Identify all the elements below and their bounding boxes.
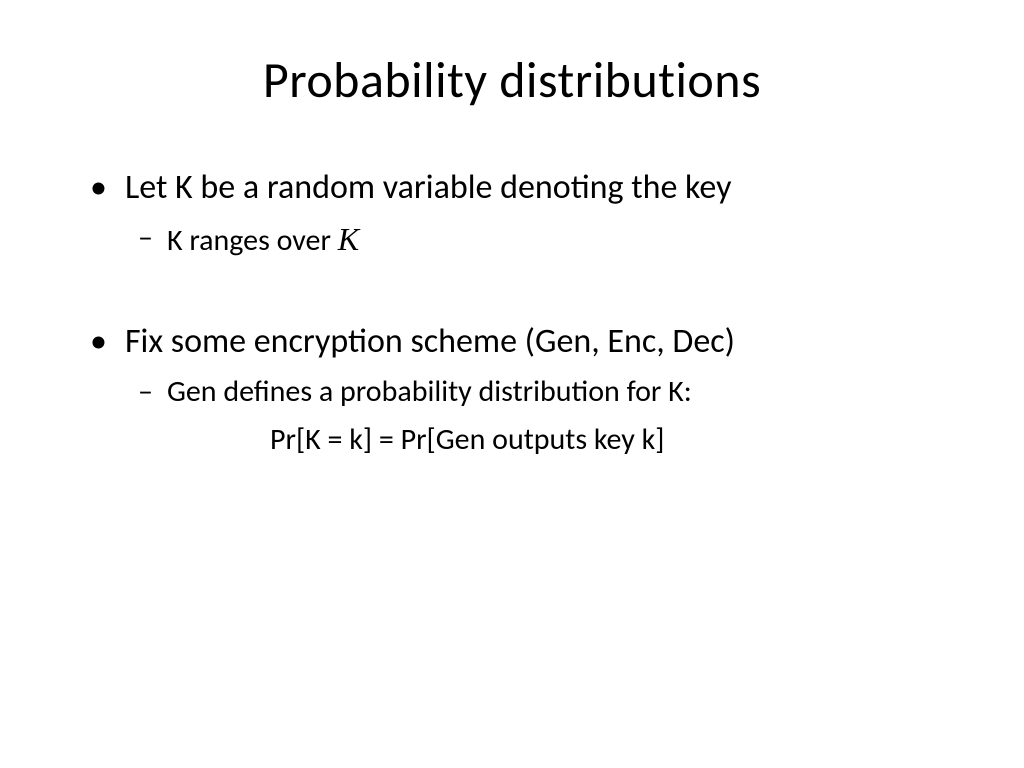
sub-bullet-continuation: Pr[K = k] = Pr[Gen outputs key k] (270, 420, 954, 461)
slide-body: • Let K be a random variable denoting th… (70, 166, 954, 461)
sub-bullet-item: – Gen defines a probability distribution… (138, 372, 954, 413)
bullet-text: Fix some encryption scheme (Gen, Enc, De… (125, 320, 954, 364)
bullet-item: • Fix some encryption scheme (Gen, Enc, … (90, 320, 954, 364)
slide-title: Probability distributions (70, 50, 954, 111)
sub-marker-icon: – (138, 218, 153, 262)
bullet-text: Let K be a random variable denoting the … (125, 166, 954, 210)
sub-bullet-text: K ranges over K (167, 218, 954, 262)
sub-bullet-prefix: K ranges over (167, 222, 338, 259)
sub-bullet-text: Gen defines a probability distribution f… (167, 372, 954, 413)
bullet-marker-icon: • (90, 166, 107, 210)
sub-marker-icon: – (138, 372, 153, 413)
sub-bullet-item: – K ranges over K (138, 218, 954, 262)
bullet-item: • Let K be a random variable denoting th… (90, 166, 954, 210)
script-k-symbol: K (338, 221, 359, 257)
bullet-marker-icon: • (90, 320, 107, 364)
